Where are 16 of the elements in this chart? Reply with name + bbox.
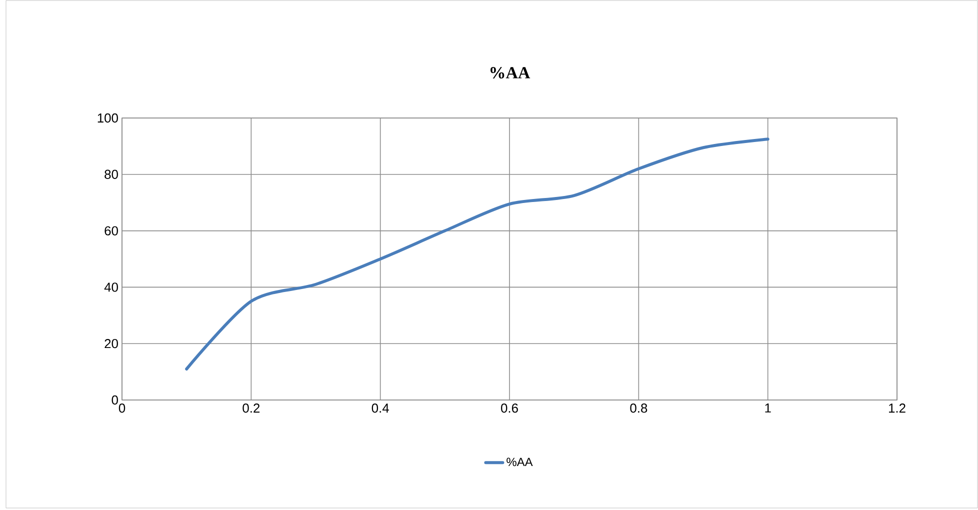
- x-tick-label: 1: [765, 404, 771, 412]
- x-tick-label: 0.4: [372, 404, 389, 413]
- y-tick-label: 20: [104, 339, 118, 348]
- y-tick-label: 40: [104, 282, 118, 292]
- y-tick-label: 0: [112, 395, 118, 405]
- x-tick-label: 0.2: [242, 404, 260, 413]
- y-tick-label: 60: [104, 226, 118, 236]
- chart-title: %AA: [490, 67, 530, 78]
- x-tick-label: 0.6: [501, 404, 518, 413]
- x-tick-label: 0: [118, 404, 126, 413]
- line-series: [185, 138, 770, 370]
- legend-label: %AA: [506, 458, 533, 466]
- y-tick-label: 80: [104, 170, 118, 179]
- y-tick-label: 100: [98, 113, 118, 123]
- x-tick-label: 0.8: [630, 404, 648, 413]
- x-tick-label: 1.2: [888, 404, 906, 413]
